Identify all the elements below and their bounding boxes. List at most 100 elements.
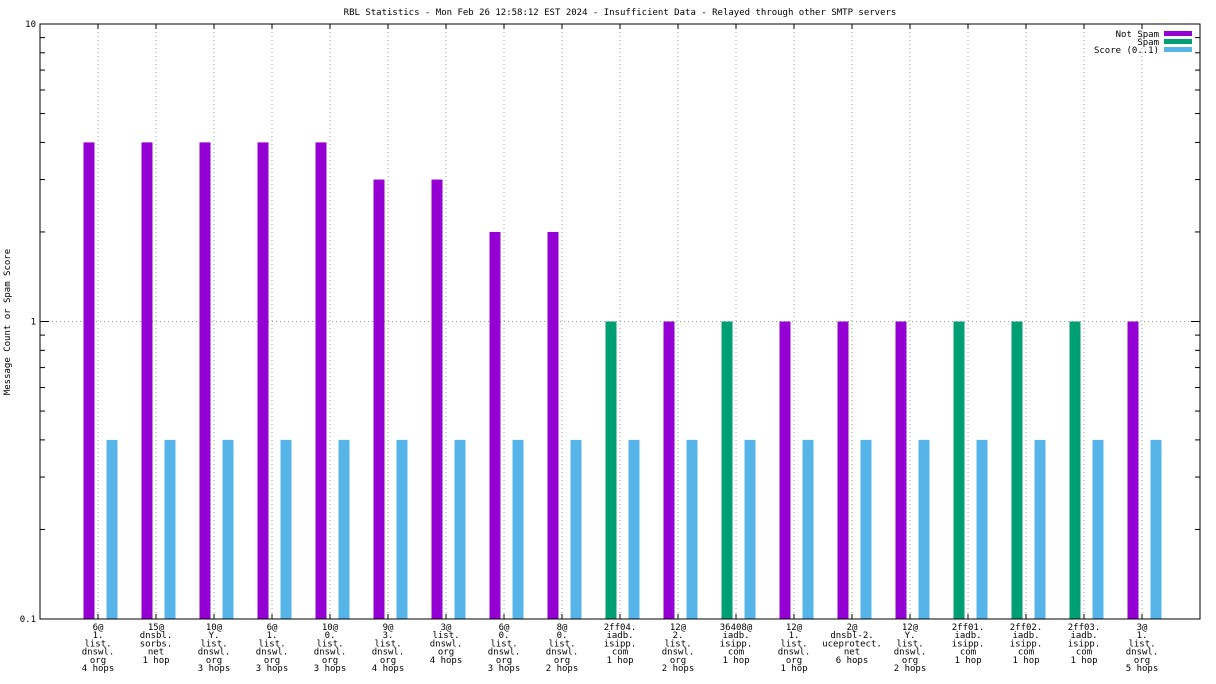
bar-score-0-1 [976, 439, 988, 619]
bar-not-spam [547, 231, 559, 619]
x-tick-label-line: org [902, 656, 918, 666]
x-tick-label-line: com [728, 648, 744, 658]
bar-score-0-1 [396, 439, 408, 619]
x-tick-label: 3@ list. dnswl. org 4 hops [430, 623, 463, 666]
x-tick-label-line: iadb. [954, 631, 981, 641]
x-tick-label-line: dnswl. [372, 648, 405, 658]
x-tick-label-line: isipp. [604, 639, 637, 649]
x-tick-label-line: 12@ [902, 623, 919, 633]
x-tick-label-line: dnswl. [430, 639, 463, 649]
y-tick-label: 10 [25, 20, 36, 30]
bar-score-0-1 [338, 439, 350, 619]
x-tick-label-line: dnswl. [894, 648, 927, 658]
x-tick-label: 2ff01. iadb. isipp. com 1 hop [952, 623, 985, 666]
bar-score-0-1 [454, 439, 466, 619]
x-tick-label: 6@ 0. list. dnswl. org 3 hops [488, 623, 521, 674]
x-tick-label-line: org [554, 656, 570, 666]
x-tick-label-line: 2ff04. [604, 623, 637, 633]
bar-not-spam [315, 142, 327, 619]
x-tick-label-line: 5 hops [1126, 664, 1159, 674]
bar-score-0-1 [222, 439, 234, 619]
legend-swatch [1164, 39, 1192, 44]
bar-spam [721, 321, 733, 619]
x-tick-label-line: org [90, 656, 106, 666]
x-tick-label-line: iadb. [1070, 631, 1097, 641]
x-tick-label-line: 2 hops [894, 664, 927, 674]
x-tick-label-line: 8@ [557, 623, 568, 633]
x-tick-label: 2ff04. iadb. isipp. com 1 hop [604, 623, 637, 666]
x-tick-label-line: isipp. [1010, 639, 1043, 649]
bar-not-spam [141, 142, 153, 619]
x-tick-label-line: 0. [499, 631, 510, 641]
y-tick-label: 0.1 [20, 615, 36, 625]
x-tick-label-line: list. [200, 639, 227, 649]
x-tick-label: 36408@ iadb. isipp. com 1 hop [720, 623, 753, 666]
x-tick-label-line: iadb. [1012, 631, 1039, 641]
x-tick-label-line: list. [1128, 639, 1155, 649]
x-tick-label: 12@ 1. list. dnswl. org 1 hop [778, 623, 811, 674]
x-tick-label-line: 4 hops [430, 656, 463, 666]
bar-not-spam [431, 179, 443, 619]
x-tick-label-line: uceprotect. [822, 639, 882, 649]
bar-not-spam [199, 142, 211, 619]
x-tick-label: 3@ 1. list. dnswl. org 5 hops [1126, 623, 1159, 674]
x-tick-label-line: list. [432, 631, 459, 641]
x-tick-label-line: dnswl. [778, 648, 811, 658]
x-tick-label: 10@ 0. list. dnswl. org 3 hops [314, 623, 347, 674]
bar-score-0-1 [1092, 439, 1104, 619]
x-tick-label: 2@ dnsbl-2. uceprotect. net 6 hops [822, 623, 882, 666]
x-tick-label-line: 12@ [670, 623, 687, 633]
x-tick-label-line: 1 hop [1012, 656, 1039, 666]
legend-swatch [1164, 31, 1192, 36]
x-tick-label-line: dnswl. [488, 648, 521, 658]
bar-score-0-1 [164, 439, 176, 619]
x-tick-label-line: 2ff03. [1068, 623, 1101, 633]
x-tick-label-line: iadb. [606, 631, 633, 641]
bars [83, 142, 1162, 619]
x-tick-label-line: 1 hop [722, 656, 749, 666]
x-tick-label-line: dnswl. [1126, 648, 1159, 658]
grid-lines [40, 24, 1200, 619]
x-tick-label-line: 36408@ [720, 623, 753, 633]
x-tick-label-line: net [148, 648, 164, 658]
x-tick-label-line: isipp. [1068, 639, 1101, 649]
x-tick-label-line: 3@ [1137, 623, 1148, 633]
x-tick-label-line: 1 hop [780, 664, 807, 674]
x-tick-label-line: list. [316, 639, 343, 649]
x-tick-label-line: dnsbl. [140, 631, 173, 641]
x-tick-label-line: 6 hops [836, 656, 869, 666]
x-tick-label-line: dnsbl-2. [830, 631, 873, 641]
x-tick-label-line: list. [780, 639, 807, 649]
x-tick-label-line: org [1134, 656, 1150, 666]
x-tick-label-line: 3 hops [488, 664, 521, 674]
x-tick-label-line: dnswl. [662, 648, 695, 658]
x-tick-label: 12@ Y. list. dnswl. org 2 hops [894, 623, 927, 674]
bar-score-0-1 [570, 439, 582, 619]
x-tick-label-line: 1. [93, 631, 104, 641]
x-tick-label-line: 6@ [499, 623, 510, 633]
x-tick-label-line: 6@ [267, 623, 278, 633]
bar-not-spam [1127, 321, 1139, 619]
x-tick-label-line: dnswl. [314, 648, 347, 658]
x-tick-label-line: Y. [905, 631, 916, 641]
bar-spam [605, 321, 617, 619]
x-tick-label-line: com [612, 648, 628, 658]
bar-score-0-1 [1150, 439, 1162, 619]
bar-score-0-1 [106, 439, 118, 619]
x-tick-label-line: list. [84, 639, 111, 649]
x-tick-label: 6@ 1. list. dnswl. org 4 hops [82, 623, 115, 674]
legend-label: Score (0..1) [1094, 46, 1159, 56]
bar-not-spam [837, 321, 849, 619]
x-tick-label: 15@ dnsbl. sorbs. net 1 hop [140, 623, 173, 666]
x-tick-label-line: list. [664, 639, 691, 649]
x-tick-label-line: 4 hops [372, 664, 405, 674]
x-tick-label: 9@ 3. list. dnswl. org 4 hops [372, 623, 405, 674]
x-tick-label-line: 2 hops [546, 664, 579, 674]
chart-title: RBL Statistics - Mon Feb 26 12:58:12 EST… [344, 8, 897, 18]
x-tick-label-line: 10@ [322, 623, 339, 633]
x-tick-label-line: 1. [789, 631, 800, 641]
x-tick-label-line: org [438, 648, 454, 658]
x-tick-label-line: dnswl. [546, 648, 579, 658]
